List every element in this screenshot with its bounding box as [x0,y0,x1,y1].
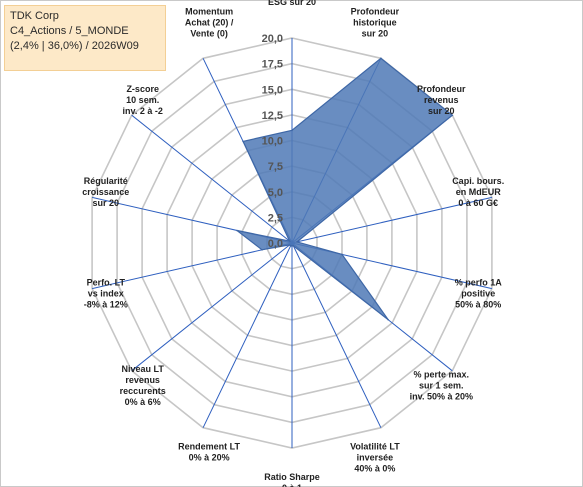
axis-label: Perfo. LT vs index -8% à 12% [84,278,128,310]
series-point [451,114,454,116]
tick-label: 12,5 [262,110,283,122]
portfolio-category: C4_Actions / 5_MONDE [10,25,129,37]
series-point [341,253,343,256]
axis-line [202,242,293,428]
axis-line [291,196,493,244]
axis-label: Momentum Achat (20) / Vente (0) [185,7,234,39]
axis-line [91,242,293,290]
axis-label: % perte max. sur 1 sem. inv. 50% à 20% [410,370,473,402]
axis-line [131,114,293,244]
series-point [387,318,390,321]
info-box: TDK Corp C4_Actions / 5_MONDE (2,4% | 36… [4,5,166,71]
axis-label: Volatilité LT inversée 40% à 0% [350,441,400,473]
axis-label: Niveau LT revenus reccurents 0% à 6% [120,364,166,407]
series-layer [236,57,454,321]
company-name: TDK Corp [10,10,59,22]
tick-label: 15,0 [262,84,283,96]
axis-label: Régularité croissance sur 20 [82,176,129,208]
series-point [289,245,292,247]
axis-label: Rendement LT 0% à 20% [178,441,240,462]
series-point [291,129,293,132]
series-point [380,57,382,60]
axis-label: Capi. bours. en MdEUR 0 à 60 G€ [452,176,504,208]
series-point [261,249,263,251]
series-point [291,245,293,247]
axis-label: Profondeur historique sur 20 [351,7,400,39]
axis-line [291,242,382,428]
period-stats: (2,4% | 36,0%) / 2026W09 [10,40,139,52]
tick-label: 20,0 [262,33,283,45]
axis-label: Z-score 10 sem. inv. 2 à -2 [123,84,163,116]
tick-label: 2,5 [268,212,283,224]
axis-label: NoteESG sur 20 [268,0,316,7]
tick-label: 10,0 [262,136,283,148]
tick-label: 0,0 [268,238,283,250]
tick-labels: 0,0 2,5 5,0 7,5 10,0 12,5 15,0 17,5 20,0 [262,33,283,250]
tick-label: 5,0 [268,187,283,199]
axis-label: Profondeur revenus sur 20 [417,84,466,116]
series-point [288,244,291,246]
tick-label: 7,5 [268,161,283,173]
axis-label: Ratio Sharpe0 à 1 [264,472,320,487]
tick-label: 17,5 [262,59,283,71]
series-point [296,241,298,243]
series-point [292,245,295,247]
axis-label: % perfo 1A positive 50% à 80% [455,278,503,310]
axis-line [131,242,293,372]
series-point [236,229,238,232]
series-point [242,140,244,143]
series-point [288,240,291,242]
